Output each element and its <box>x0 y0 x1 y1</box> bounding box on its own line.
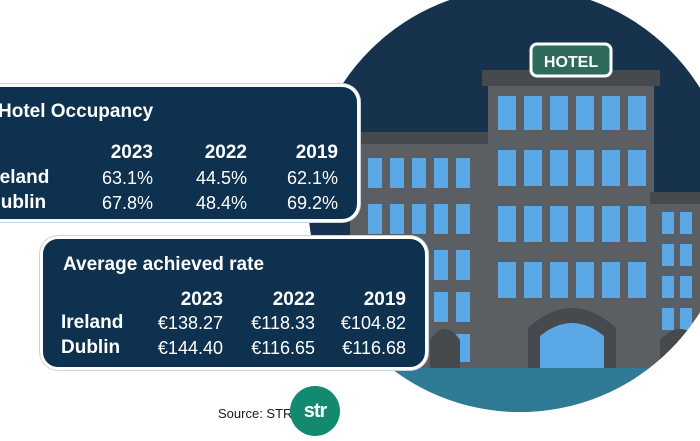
occupancy-year-2023: 2023 <box>110 142 153 163</box>
ground <box>308 368 700 412</box>
source-text: Source: STR <box>218 406 293 421</box>
occupancy-ireland-2022: 44.5% <box>195 168 247 188</box>
rate-year-2023: 2023 <box>180 289 223 310</box>
rate-title: Average achieved rate <box>63 254 265 275</box>
rate-row-dublin-label: Dublin <box>61 337 121 358</box>
rate-dublin-2022: €116.65 <box>251 338 315 358</box>
rate-year-2019: 2019 <box>363 289 406 310</box>
occupancy-dublin-2023: 67.8% <box>101 193 153 213</box>
rate-dublin-2019: €116.68 <box>342 338 406 358</box>
str-logo: str <box>290 386 340 436</box>
rate-ireland-2023: €138.27 <box>157 313 223 333</box>
rate-panel: Average achieved rate 2023 2022 2019 Ire… <box>40 236 428 370</box>
rate-dublin-2023: €144.40 <box>157 338 223 358</box>
occupancy-title: Hotel Occupancy <box>0 101 154 122</box>
rate-row-ireland-label: Ireland <box>61 312 124 333</box>
occupancy-panel: Hotel Occupancy 2023 2022 2019 Ireland 6… <box>0 84 360 222</box>
rate-ireland-2019: €104.82 <box>340 313 406 333</box>
occupancy-dublin-2022: 48.4% <box>195 193 247 213</box>
rate-ireland-2022: €118.33 <box>251 313 315 333</box>
str-logo-text: str <box>303 399 328 422</box>
occupancy-ireland-2023: 63.1% <box>101 168 153 188</box>
occupancy-row-dublin-label: Dublin <box>0 192 47 213</box>
hotel-sign-text: HOTEL <box>544 54 598 71</box>
occupancy-year-2022: 2022 <box>204 142 247 163</box>
occupancy-ireland-2019: 62.1% <box>286 168 338 188</box>
hotel-sign <box>529 42 613 78</box>
rate-year-2022: 2022 <box>272 289 315 310</box>
occupancy-dublin-2019: 69.2% <box>286 193 338 213</box>
occupancy-row-ireland-label: Ireland <box>0 167 50 188</box>
occupancy-year-2019: 2019 <box>295 142 338 163</box>
